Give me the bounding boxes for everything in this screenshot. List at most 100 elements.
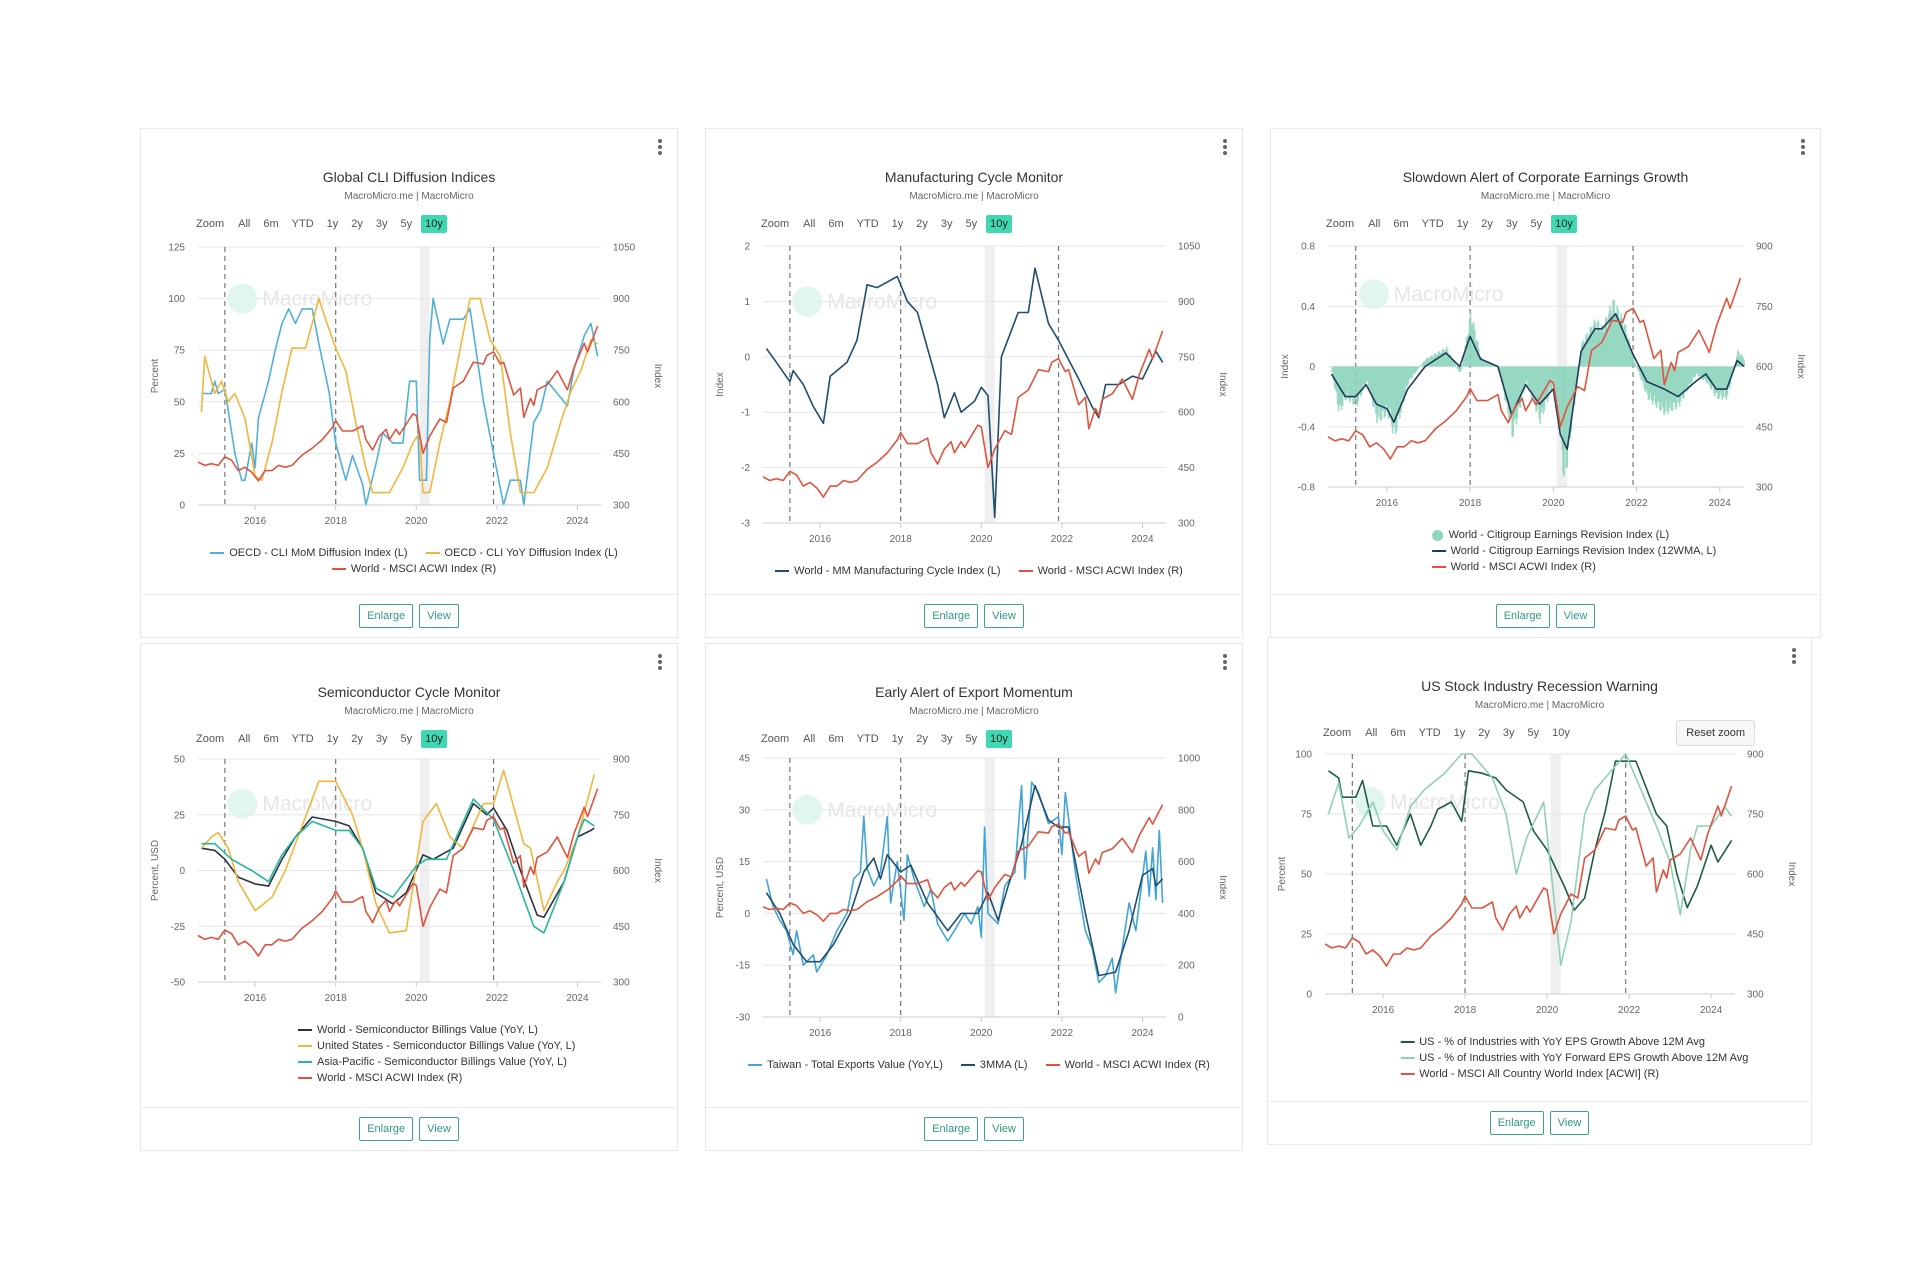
- legend-item[interactable]: World - MSCI All Country World Index [AC…: [1400, 1068, 1659, 1080]
- range-button-3y[interactable]: 3y: [940, 733, 953, 745]
- range-button-5y[interactable]: 5y: [400, 218, 413, 230]
- legend-item[interactable]: US - % of Industries with YoY Forward EP…: [1400, 1052, 1748, 1064]
- range-button-6m[interactable]: 6m: [828, 218, 844, 230]
- bar: [1718, 366, 1720, 399]
- legend-item[interactable]: Asia-Pacific - Semiconductor Billings Va…: [298, 1056, 567, 1068]
- range-button-6m[interactable]: 6m: [828, 733, 844, 745]
- range-button-6m[interactable]: 6m: [263, 733, 279, 745]
- enlarge-button[interactable]: Enlarge: [359, 604, 414, 628]
- enlarge-button[interactable]: Enlarge: [1489, 1111, 1544, 1135]
- range-button-2y[interactable]: 2y: [1478, 727, 1490, 739]
- legend-item[interactable]: United States - Semiconductor Billings V…: [298, 1040, 575, 1052]
- range-button-1y[interactable]: 1y: [1456, 218, 1469, 230]
- range-button-3y[interactable]: 3y: [375, 733, 388, 745]
- more-options-icon[interactable]: [1800, 139, 1806, 157]
- range-button-2y[interactable]: 2y: [916, 218, 928, 230]
- more-options-icon[interactable]: [1791, 648, 1797, 666]
- range-button-all[interactable]: All: [1365, 727, 1378, 739]
- range-button-10y[interactable]: 10y: [1551, 215, 1577, 233]
- more-options-icon[interactable]: [1222, 654, 1228, 672]
- range-button-10y[interactable]: 10y: [986, 215, 1012, 233]
- bar: [1486, 362, 1489, 367]
- view-button[interactable]: View: [419, 1117, 459, 1141]
- range-button-ytd[interactable]: YTD: [856, 733, 879, 745]
- bar: [1626, 341, 1629, 367]
- bar: [1499, 366, 1502, 378]
- range-button-1y[interactable]: 1y: [891, 733, 904, 745]
- legend-item[interactable]: Taiwan - Total Exports Value (YoY,L): [748, 1059, 943, 1071]
- view-button[interactable]: View: [1555, 604, 1596, 628]
- range-button-ytd[interactable]: YTD: [1421, 218, 1444, 230]
- enlarge-button[interactable]: Enlarge: [359, 1117, 414, 1141]
- range-button-all[interactable]: All: [803, 218, 816, 230]
- legend-item[interactable]: OECD - CLI YoY Diffusion Index (L): [425, 547, 618, 559]
- legend-item[interactable]: 3MMA (L): [960, 1059, 1028, 1071]
- legend-item[interactable]: World - Semiconductor Billings Value (Yo…: [298, 1024, 538, 1036]
- range-button-5y[interactable]: 5y: [965, 218, 978, 230]
- bar: [1363, 366, 1366, 388]
- range-button-2y[interactable]: 2y: [916, 733, 928, 745]
- legend-item[interactable]: US - % of Industries with YoY EPS Growth…: [1400, 1036, 1705, 1048]
- range-button-5y[interactable]: 5y: [400, 733, 413, 745]
- range-button-5y[interactable]: 5y: [965, 733, 978, 745]
- legend-item[interactable]: World - MSCI ACWI Index (R): [1018, 565, 1183, 577]
- range-button-10y[interactable]: 10y: [986, 730, 1012, 748]
- chart-subtitle: MacroMicro.me | MacroMicro: [1474, 700, 1605, 711]
- range-button-1y[interactable]: 1y: [891, 218, 904, 230]
- range-button-1y[interactable]: 1y: [326, 733, 339, 745]
- range-button-ytd[interactable]: YTD: [856, 218, 879, 230]
- legend-item[interactable]: World - Citigroup Earnings Revision Inde…: [1431, 529, 1669, 541]
- view-button[interactable]: View: [984, 604, 1024, 628]
- legend-item[interactable]: World - MSCI ACWI Index (R): [1045, 1059, 1210, 1071]
- range-button-1y[interactable]: 1y: [326, 218, 339, 230]
- range-button-ytd[interactable]: YTD: [291, 733, 314, 745]
- range-button-3y[interactable]: 3y: [940, 218, 953, 230]
- legend-item[interactable]: World - Citigroup Earnings Revision Inde…: [1431, 545, 1716, 557]
- range-button-2y[interactable]: 2y: [351, 218, 363, 230]
- view-button[interactable]: View: [419, 604, 459, 628]
- range-button-5y[interactable]: 5y: [1527, 727, 1540, 739]
- more-options-icon[interactable]: [657, 139, 663, 157]
- range-button-6m[interactable]: 6m: [263, 218, 279, 230]
- bar: [1504, 366, 1506, 401]
- range-button-all[interactable]: All: [238, 733, 251, 745]
- y-tick-label-right: 900: [613, 755, 630, 766]
- range-button-2y[interactable]: 2y: [351, 733, 363, 745]
- range-button-10y[interactable]: 10y: [421, 730, 447, 748]
- range-button-3y[interactable]: 3y: [1502, 727, 1515, 739]
- legend-item[interactable]: World - MM Manufacturing Cycle Index (L): [775, 565, 1001, 577]
- enlarge-button[interactable]: Enlarge: [924, 1117, 979, 1141]
- range-button-ytd[interactable]: YTD: [291, 218, 314, 230]
- range-button-ytd[interactable]: YTD: [1418, 727, 1441, 739]
- range-button-5y[interactable]: 5y: [1530, 218, 1543, 230]
- view-button[interactable]: View: [1549, 1111, 1590, 1135]
- enlarge-button[interactable]: Enlarge: [924, 604, 979, 628]
- range-button-3y[interactable]: 3y: [1505, 218, 1518, 230]
- range-button-10y[interactable]: 10y: [1552, 727, 1570, 739]
- bar: [1452, 361, 1454, 367]
- view-button[interactable]: View: [984, 1117, 1024, 1141]
- legend-item[interactable]: OECD - CLI MoM Diffusion Index (L): [210, 547, 408, 559]
- more-options-icon[interactable]: [1222, 139, 1228, 157]
- range-button-all[interactable]: All: [803, 733, 816, 745]
- more-options-icon[interactable]: [657, 654, 663, 672]
- legend-item[interactable]: World - MSCI ACWI Index (R): [298, 1072, 462, 1084]
- bar: [1702, 366, 1705, 381]
- legend-item[interactable]: World - MSCI ACWI Index (R): [331, 563, 496, 575]
- range-button-6m[interactable]: 6m: [1390, 727, 1406, 739]
- range-button-2y[interactable]: 2y: [1481, 218, 1493, 230]
- series-line: [197, 325, 599, 482]
- enlarge-button[interactable]: Enlarge: [1495, 604, 1550, 628]
- range-button-6m[interactable]: 6m: [1393, 218, 1409, 230]
- reset-zoom-button[interactable]: Reset zoom: [1676, 720, 1755, 746]
- range-button-all[interactable]: All: [238, 218, 251, 230]
- bar: [1585, 335, 1587, 367]
- range-button-1y[interactable]: 1y: [1453, 727, 1466, 739]
- legend-item[interactable]: World - MSCI ACWI Index (R): [1431, 561, 1596, 573]
- y-axis-title-left: Percent: [150, 359, 161, 394]
- range-button-3y[interactable]: 3y: [375, 218, 388, 230]
- range-button-all[interactable]: All: [1368, 218, 1381, 230]
- y-tick-label-right: 300: [1747, 990, 1764, 1001]
- y-tick-label-right: 200: [1178, 961, 1195, 972]
- range-button-10y[interactable]: 10y: [421, 215, 447, 233]
